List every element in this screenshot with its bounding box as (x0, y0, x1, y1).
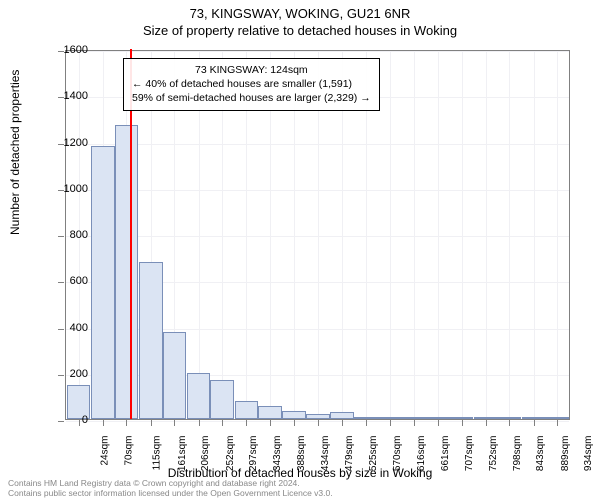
bar (115, 125, 139, 419)
ytick-label: 600 (48, 275, 88, 287)
bar (354, 417, 378, 419)
gridline-v (557, 51, 558, 419)
y-axis-label: Number of detached properties (8, 70, 22, 235)
xtick-label: 661sqm (440, 436, 451, 472)
xtick-label: 206sqm (200, 436, 211, 472)
ytick-label: 200 (48, 368, 88, 380)
ytick-label: 800 (48, 229, 88, 241)
bar (258, 406, 282, 419)
bar (522, 417, 546, 419)
gridline-v (486, 51, 487, 419)
xtick-label: 252sqm (225, 436, 236, 472)
footer-line-2: Contains public sector information licen… (8, 488, 333, 498)
gridline-v (390, 51, 391, 419)
xtick-label: 843sqm (536, 436, 547, 472)
footer-line-1: Contains HM Land Registry data © Crown c… (8, 478, 333, 488)
xtick-label: 70sqm (123, 436, 134, 466)
annotation-box: 73 KINGSWAY: 124sqm ← 40% of detached ho… (123, 58, 380, 111)
ytick-label: 400 (48, 322, 88, 334)
xtick-label: 343sqm (273, 436, 284, 472)
xtick-label: 115sqm (152, 436, 163, 471)
xtick-label: 616sqm (416, 436, 427, 472)
xtick-label: 388sqm (296, 436, 307, 472)
bar (378, 417, 402, 419)
xtick-label: 434sqm (320, 436, 331, 472)
xtick-label: 752sqm (488, 436, 499, 472)
bar (402, 417, 426, 419)
bar (210, 380, 234, 419)
gridline-v (438, 51, 439, 419)
bar (235, 401, 259, 420)
gridline-v (462, 51, 463, 419)
footer: Contains HM Land Registry data © Crown c… (8, 478, 333, 498)
bar (163, 332, 187, 419)
gridline-v (414, 51, 415, 419)
xtick-label: 889sqm (560, 436, 571, 472)
ytick-label: 1200 (48, 137, 88, 149)
page-title-1: 73, KINGSWAY, WOKING, GU21 6NR (0, 6, 600, 23)
bar (282, 411, 306, 419)
bar (139, 262, 163, 419)
xtick-label: 934sqm (583, 436, 594, 472)
ytick-label: 1600 (48, 44, 88, 56)
xtick-label: 161sqm (177, 436, 188, 472)
bar (498, 417, 522, 419)
ytick-label: 1400 (48, 90, 88, 102)
xtick-label: 479sqm (344, 436, 355, 472)
xtick-label: 297sqm (248, 436, 259, 472)
xtick-label: 570sqm (392, 436, 403, 472)
annotation-line-1: 73 KINGSWAY: 124sqm (132, 63, 371, 77)
annotation-line-2: ← 40% of detached houses are smaller (1,… (132, 77, 371, 91)
bar (187, 373, 211, 419)
bar (91, 146, 115, 419)
bar (426, 417, 450, 419)
annotation-line-3: 59% of semi-detached houses are larger (… (132, 91, 371, 105)
ytick-label: 1000 (48, 183, 88, 195)
gridline-v (509, 51, 510, 419)
xtick-label: 707sqm (464, 436, 475, 472)
bar (306, 414, 330, 419)
page-title-2: Size of property relative to detached ho… (0, 23, 600, 40)
bar (545, 417, 569, 419)
xtick-label: 798sqm (512, 436, 523, 472)
bar (474, 417, 498, 419)
xtick-label: 24sqm (99, 436, 110, 466)
chart: 73 KINGSWAY: 124sqm ← 40% of detached ho… (65, 50, 570, 420)
bar (450, 417, 474, 419)
ytick-label: 0 (48, 414, 88, 426)
xtick-label: 525sqm (368, 436, 379, 472)
bar (330, 412, 354, 419)
gridline-v (534, 51, 535, 419)
